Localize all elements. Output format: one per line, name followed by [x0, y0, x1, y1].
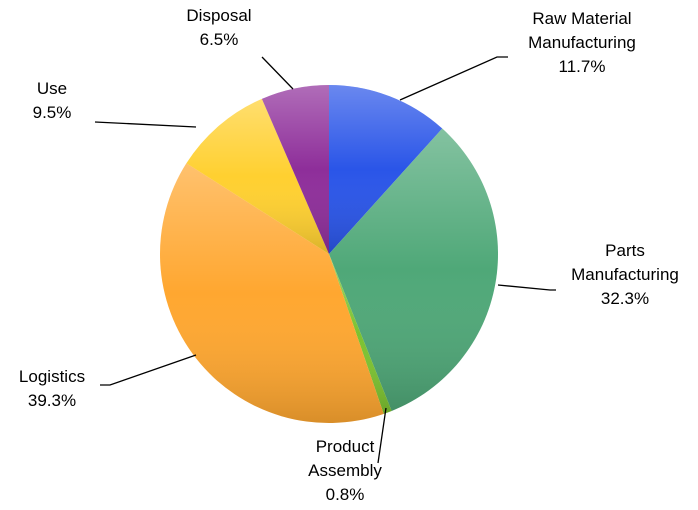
category-label-line: Product — [316, 437, 375, 456]
value-label: 0.8% — [326, 485, 365, 504]
value-label: 6.5% — [200, 30, 239, 49]
category-label: Logistics — [19, 367, 85, 386]
slice-shade — [159, 163, 384, 424]
category-label: Parts Manufacturing — [571, 241, 679, 284]
leader-line — [261, 56, 294, 90]
slice-shade — [261, 85, 329, 254]
leader-line — [399, 56, 508, 101]
leader-line — [377, 407, 387, 464]
category-label-line: Logistics — [19, 367, 85, 386]
value-label: 39.3% — [28, 391, 76, 410]
leader-line — [100, 354, 197, 386]
slice-shade — [329, 85, 443, 254]
category-label-line: Manufacturing — [528, 33, 636, 52]
value-label: 32.3% — [601, 289, 649, 308]
category-label: Use — [37, 79, 67, 98]
category-label-line: Use — [37, 79, 67, 98]
category-label-line: Disposal — [186, 6, 251, 25]
category-label-line: Parts — [605, 241, 645, 260]
slice-shade — [186, 98, 329, 254]
slice-shade — [329, 128, 499, 411]
category-label: Raw Material Manufacturing — [528, 9, 636, 52]
category-label-line: Manufacturing — [571, 265, 679, 284]
category-label-line: Raw Material — [532, 9, 631, 28]
slice-shade — [329, 254, 392, 414]
leader-line — [94, 121, 197, 128]
value-label: 9.5% — [33, 103, 72, 122]
leader-line — [497, 284, 556, 291]
category-label: Product Assembly — [308, 437, 382, 480]
value-label: 11.7% — [559, 57, 606, 76]
category-label-line: Assembly — [308, 461, 382, 480]
category-label: Disposal — [186, 6, 251, 25]
